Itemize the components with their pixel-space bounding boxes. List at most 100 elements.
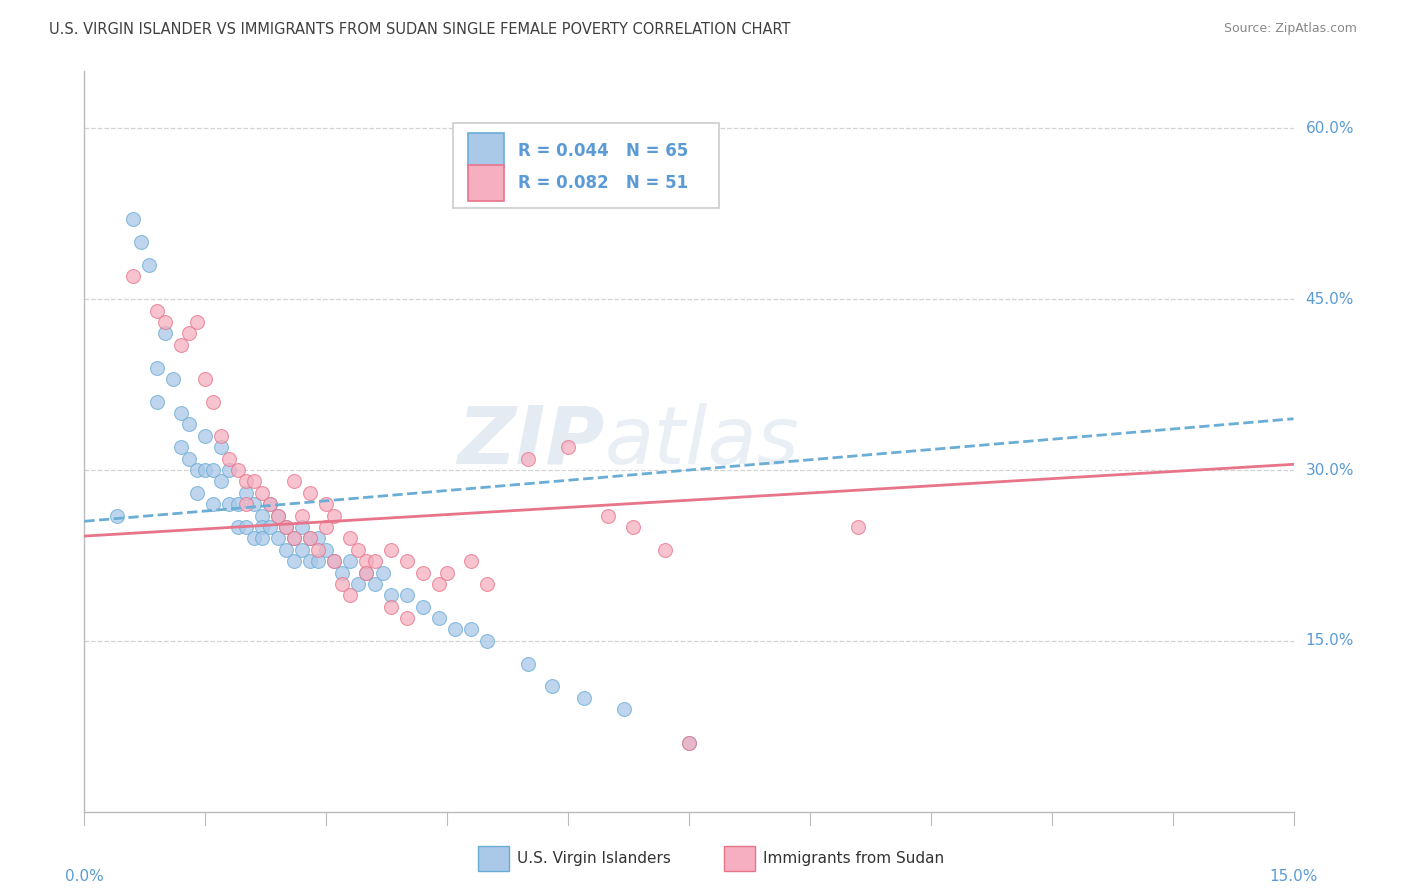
- Text: 0.0%: 0.0%: [65, 869, 104, 884]
- Point: [186, 315, 208, 329]
- Point: [380, 599, 402, 614]
- Point: [846, 520, 869, 534]
- Point: [678, 736, 700, 750]
- Point: [436, 566, 458, 580]
- Point: [146, 360, 169, 375]
- Point: [250, 485, 273, 500]
- Point: [598, 508, 620, 523]
- Text: R = 0.082   N = 51: R = 0.082 N = 51: [519, 174, 689, 192]
- Point: [179, 417, 201, 432]
- Text: 60.0%: 60.0%: [1306, 120, 1354, 136]
- Text: Immigrants from Sudan: Immigrants from Sudan: [763, 851, 945, 865]
- Point: [121, 269, 143, 284]
- Point: [179, 326, 201, 341]
- Text: R = 0.044   N = 65: R = 0.044 N = 65: [519, 142, 689, 160]
- Point: [186, 485, 208, 500]
- Text: atlas: atlas: [605, 402, 799, 481]
- Point: [299, 485, 322, 500]
- Point: [170, 337, 193, 351]
- Point: [259, 497, 281, 511]
- Point: [363, 554, 385, 568]
- Point: [516, 657, 538, 671]
- Text: ZIP: ZIP: [457, 402, 605, 481]
- Point: [380, 588, 402, 602]
- Point: [129, 235, 152, 250]
- Point: [235, 497, 257, 511]
- Point: [621, 520, 644, 534]
- Point: [105, 508, 128, 523]
- Point: [412, 566, 434, 580]
- Point: [678, 736, 700, 750]
- Point: [283, 554, 305, 568]
- Point: [170, 440, 193, 454]
- Point: [307, 542, 329, 557]
- Point: [274, 520, 297, 534]
- Point: [186, 463, 208, 477]
- Text: U.S. VIRGIN ISLANDER VS IMMIGRANTS FROM SUDAN SINGLE FEMALE POVERTY CORRELATION : U.S. VIRGIN ISLANDER VS IMMIGRANTS FROM …: [49, 22, 790, 37]
- Point: [235, 485, 257, 500]
- Point: [299, 554, 322, 568]
- Point: [235, 520, 257, 534]
- Point: [179, 451, 201, 466]
- Point: [121, 212, 143, 227]
- Point: [395, 554, 418, 568]
- FancyBboxPatch shape: [468, 165, 503, 201]
- Text: 30.0%: 30.0%: [1306, 463, 1354, 477]
- Point: [283, 532, 305, 546]
- Point: [209, 440, 232, 454]
- Point: [242, 475, 264, 489]
- Point: [427, 577, 450, 591]
- Point: [347, 577, 370, 591]
- Point: [194, 372, 217, 386]
- Point: [242, 532, 264, 546]
- Point: [557, 440, 579, 454]
- Point: [315, 542, 337, 557]
- Point: [427, 611, 450, 625]
- Point: [146, 394, 169, 409]
- Point: [162, 372, 184, 386]
- Point: [307, 554, 329, 568]
- Point: [291, 520, 314, 534]
- Point: [299, 532, 322, 546]
- Point: [250, 508, 273, 523]
- Point: [209, 475, 232, 489]
- Point: [323, 554, 346, 568]
- Point: [235, 475, 257, 489]
- Point: [541, 680, 564, 694]
- Point: [267, 532, 290, 546]
- Point: [477, 577, 499, 591]
- Point: [307, 532, 329, 546]
- Point: [339, 532, 361, 546]
- Point: [371, 566, 394, 580]
- Point: [356, 566, 378, 580]
- Point: [444, 623, 467, 637]
- Point: [202, 463, 225, 477]
- Point: [380, 542, 402, 557]
- Point: [242, 497, 264, 511]
- Point: [283, 475, 305, 489]
- Point: [291, 542, 314, 557]
- Point: [347, 542, 370, 557]
- Point: [250, 532, 273, 546]
- Point: [339, 588, 361, 602]
- Point: [153, 315, 176, 329]
- Point: [339, 554, 361, 568]
- FancyBboxPatch shape: [468, 133, 503, 169]
- Point: [267, 508, 290, 523]
- Point: [356, 554, 378, 568]
- Point: [323, 554, 346, 568]
- Point: [202, 497, 225, 511]
- Point: [315, 497, 337, 511]
- Point: [218, 497, 240, 511]
- Point: [516, 451, 538, 466]
- Point: [356, 566, 378, 580]
- Point: [315, 520, 337, 534]
- Point: [138, 258, 160, 272]
- Point: [395, 611, 418, 625]
- Point: [218, 463, 240, 477]
- FancyBboxPatch shape: [453, 123, 720, 209]
- Point: [274, 520, 297, 534]
- Point: [202, 394, 225, 409]
- Point: [209, 429, 232, 443]
- Text: 15.0%: 15.0%: [1270, 869, 1317, 884]
